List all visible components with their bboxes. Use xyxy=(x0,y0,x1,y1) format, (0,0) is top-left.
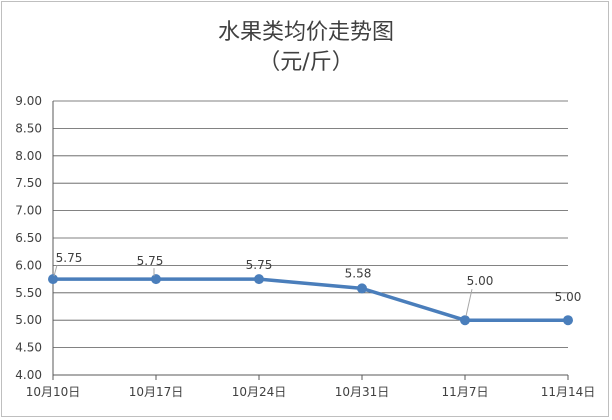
gridlines xyxy=(53,100,568,349)
x-tick-label: 10月10日 xyxy=(26,385,81,399)
x-tick-label: 10月24日 xyxy=(232,385,287,399)
data-label: 5.00 xyxy=(467,274,494,288)
chart-title: 水果类均价走势图 xyxy=(217,20,394,45)
leader-line xyxy=(53,264,58,277)
data-label: 5.00 xyxy=(555,290,582,304)
data-labels: 5.75 5.75 5.75 5.58 5.00 5.00 xyxy=(53,251,582,317)
chart-subtitle: （元/斤） xyxy=(258,50,354,75)
y-tick-label: 5.00 xyxy=(15,313,42,327)
y-tick-label: 9.00 xyxy=(15,94,42,108)
data-point xyxy=(254,274,264,285)
series-group xyxy=(48,274,573,326)
data-label: 5.75 xyxy=(137,254,164,268)
y-tick-label: 7.00 xyxy=(15,204,42,218)
x-axis-ticks: 10月10日 10月17日 10月24日 10月31日 11月7日 11月14日 xyxy=(26,375,596,399)
x-tick-label: 11月14日 xyxy=(541,385,596,399)
y-tick-label: 7.50 xyxy=(15,176,42,190)
x-tick-label: 11月7日 xyxy=(442,385,489,399)
data-point xyxy=(151,274,161,285)
data-point xyxy=(460,315,470,326)
y-tick-label: 8.00 xyxy=(15,149,42,163)
x-tick-label: 10月31日 xyxy=(335,385,390,399)
data-point xyxy=(563,315,573,326)
y-tick-label: 5.50 xyxy=(15,286,42,300)
data-label: 5.75 xyxy=(246,258,273,272)
leader-line xyxy=(465,289,473,317)
y-tick-label: 4.00 xyxy=(15,368,42,382)
y-tick-label: 6.50 xyxy=(15,231,42,245)
y-axis-ticks: 4.00 4.50 5.00 5.50 6.00 6.50 7.00 7.50 8.00 8.50… xyxy=(15,94,42,382)
data-point xyxy=(48,274,58,285)
y-tick-label: 6.00 xyxy=(15,258,42,272)
data-label: 5.58 xyxy=(345,266,372,280)
y-tick-label: 4.50 xyxy=(15,341,42,355)
x-tick-label: 10月17日 xyxy=(129,385,184,399)
axes xyxy=(52,101,568,376)
data-point xyxy=(357,283,367,294)
data-label: 5.75 xyxy=(56,251,83,265)
series-line xyxy=(53,277,568,322)
y-tick-label: 8.50 xyxy=(15,121,42,135)
